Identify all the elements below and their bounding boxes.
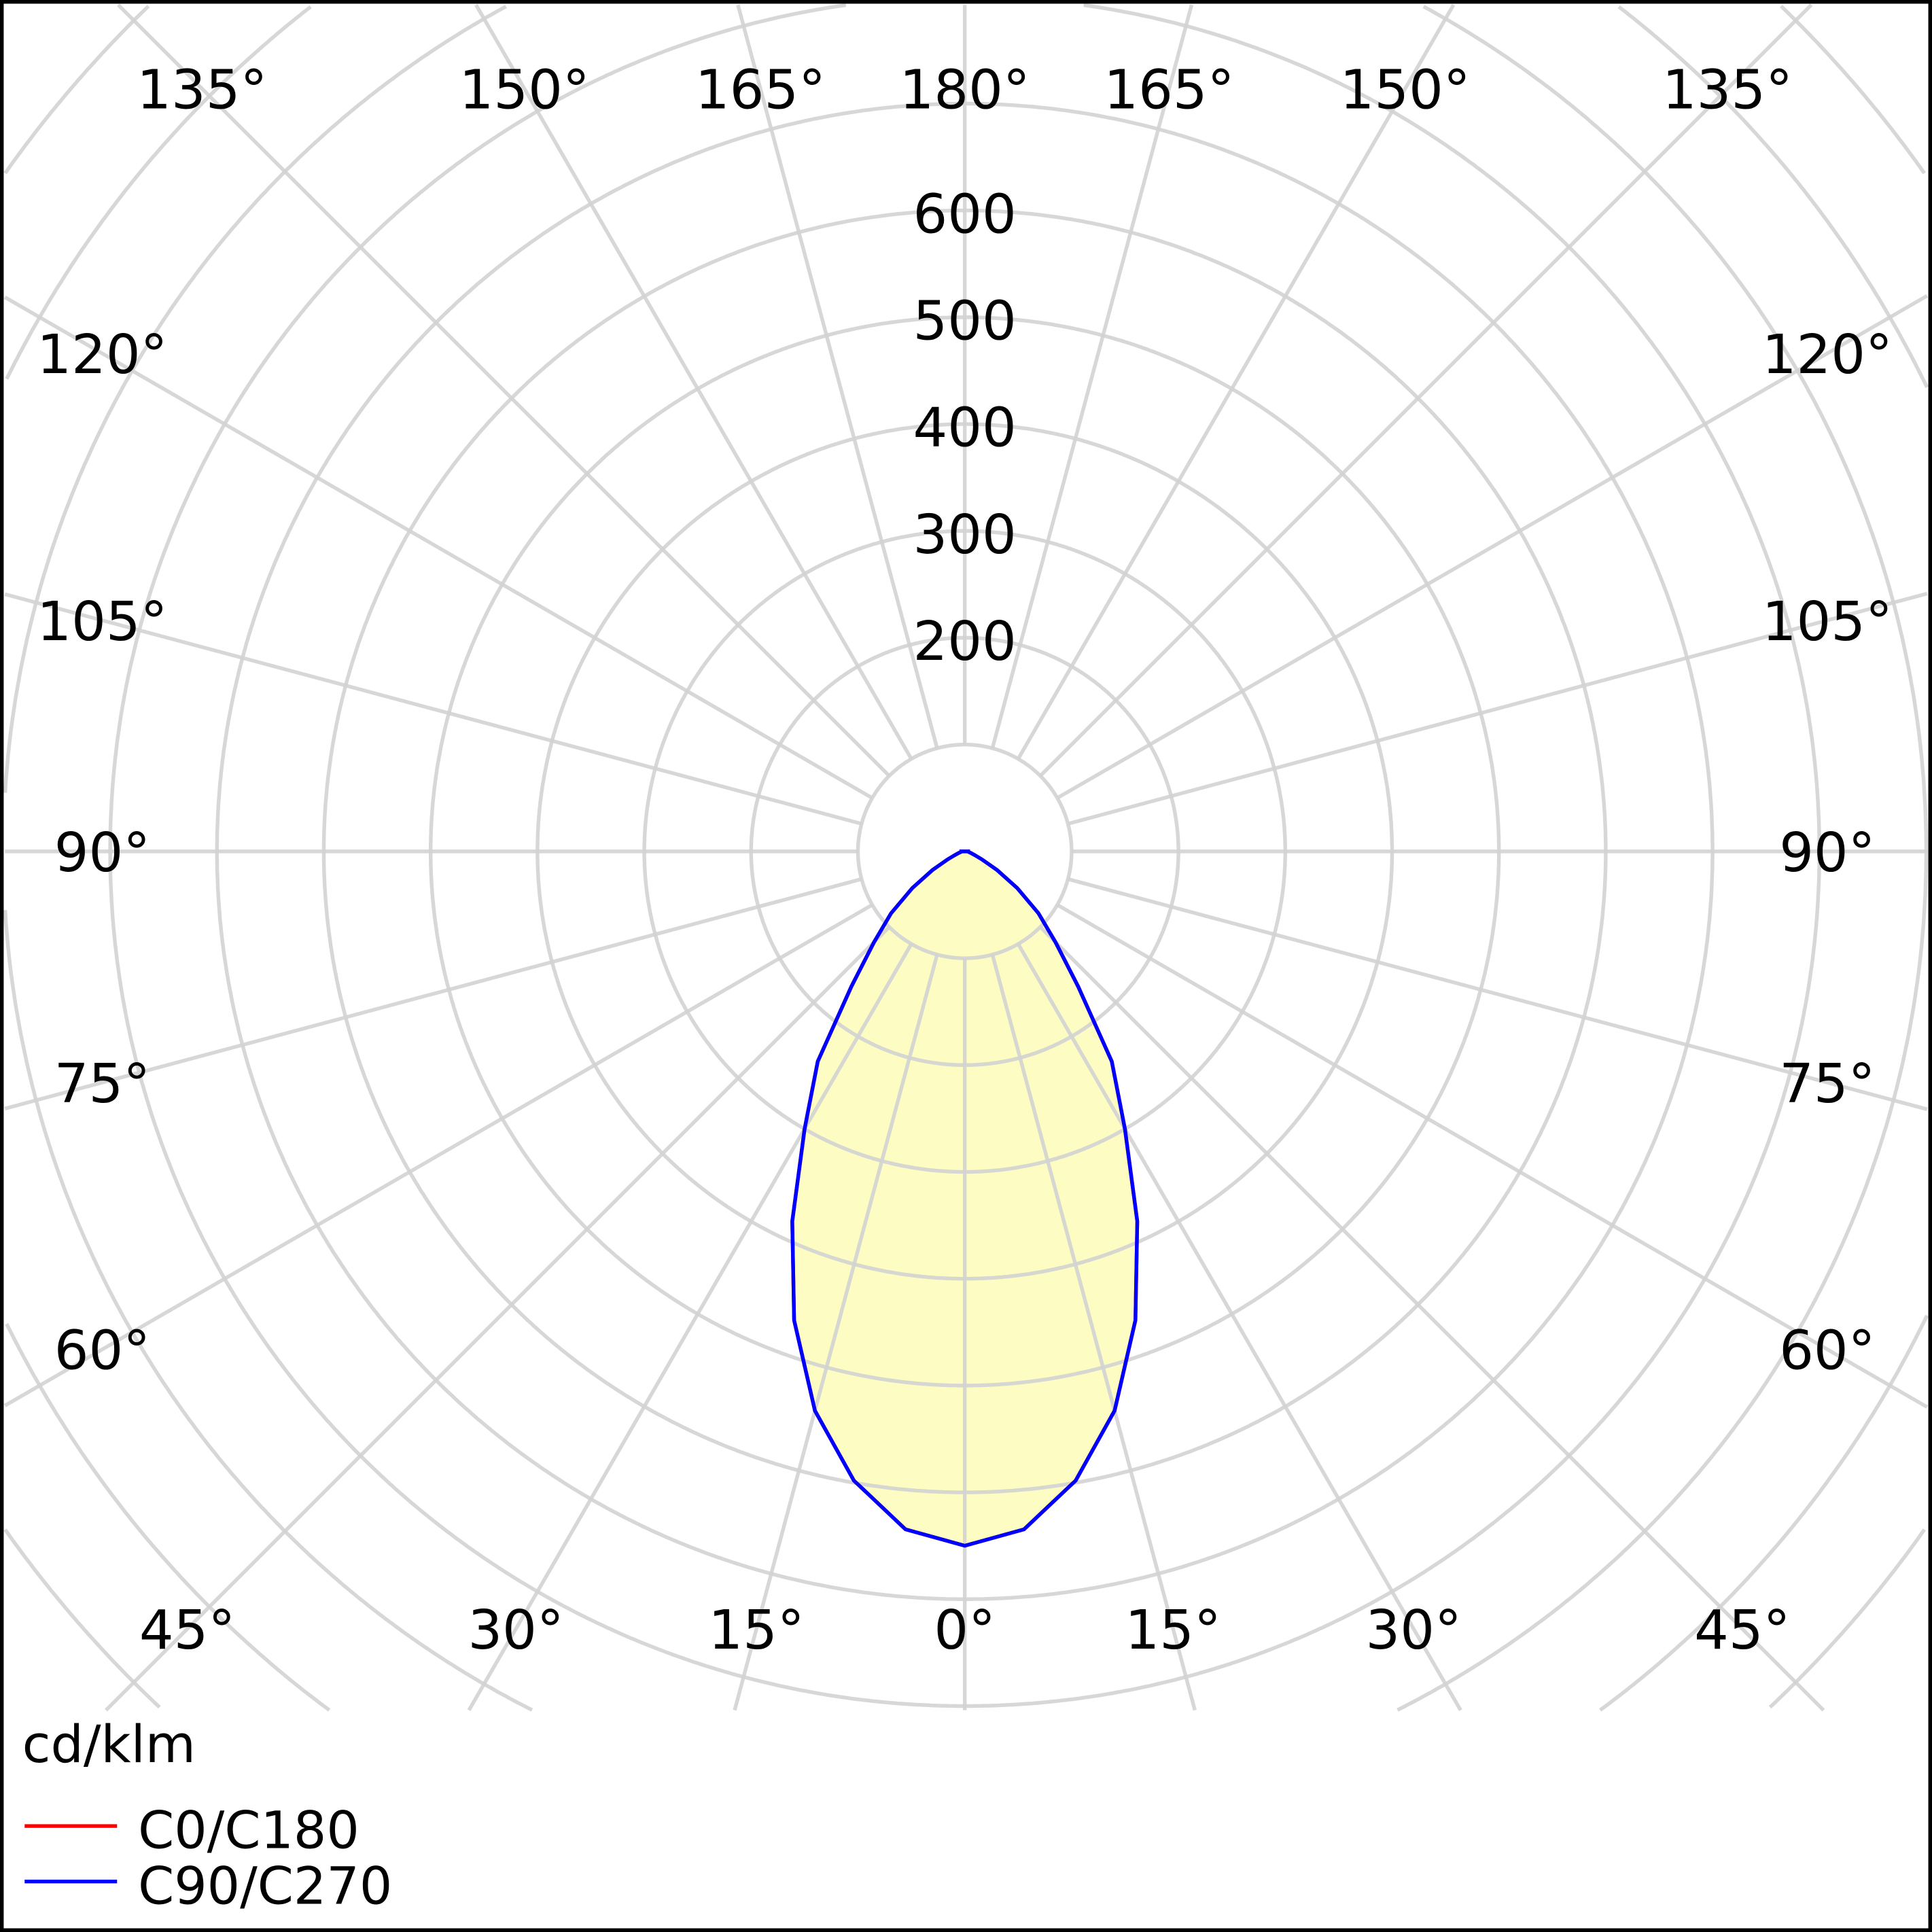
grid-spoke <box>105 926 891 1712</box>
angle-label: 0° <box>934 1598 996 1662</box>
angle-label: 30° <box>468 1598 563 1662</box>
grid-spoke <box>990 954 1197 1711</box>
grid-spoke <box>1067 591 1928 826</box>
grid-spoke <box>1016 3 1456 760</box>
radial-tick-label: 600 <box>913 182 1017 245</box>
angle-label: 120° <box>37 323 167 386</box>
legend-label-c90: C90/C270 <box>138 1855 392 1916</box>
angle-label: 135° <box>1662 58 1793 122</box>
grid-spoke <box>1056 903 1929 1409</box>
angle-label: 15° <box>708 1598 804 1662</box>
grid-spoke <box>990 4 1194 749</box>
unit-label: cd/klm <box>22 1714 196 1774</box>
angle-label: 30° <box>1366 1598 1462 1662</box>
grid-spoke <box>1016 943 1462 1711</box>
series-curve-1 <box>790 849 1140 1548</box>
angle-label: 90° <box>1779 821 1875 884</box>
angle-label: 60° <box>1779 1319 1875 1382</box>
radial-tick-label: 500 <box>913 289 1017 353</box>
angle-label: 105° <box>37 590 167 653</box>
grid-spoke <box>1038 3 1813 777</box>
angle-label: 15° <box>1125 1598 1221 1662</box>
angle-label: 150° <box>1340 58 1471 122</box>
radial-tick-label: 400 <box>913 396 1017 459</box>
grid-spoke <box>1056 294 1929 800</box>
grid-ring-800 <box>108 3 1821 1708</box>
angle-label: 120° <box>1762 323 1893 386</box>
legend-label-c0: C0/C180 <box>138 1800 359 1861</box>
grid-spoke <box>736 4 939 749</box>
angle-label: 90° <box>54 821 150 884</box>
angle-label: 45° <box>1694 1598 1790 1662</box>
radial-tick-label: 200 <box>913 610 1017 673</box>
grid-ring-1100 <box>3 5 1926 1709</box>
grid-ring-1000 <box>5 5 1929 1712</box>
grid-spoke <box>117 3 891 777</box>
legend: C0/C180 C90/C270 <box>24 1800 392 1916</box>
grid-spoke <box>3 296 873 800</box>
angle-label: 75° <box>1779 1052 1875 1115</box>
angle-label: 75° <box>54 1052 150 1115</box>
angle-label: 180° <box>900 58 1030 122</box>
angle-label: 150° <box>459 58 590 122</box>
grid-spoke <box>467 943 913 1711</box>
angle-label: 165° <box>1104 58 1234 122</box>
angle-label: 60° <box>54 1319 150 1382</box>
grid-spoke <box>1067 877 1928 1111</box>
angle-label: 105° <box>1762 590 1893 653</box>
angle-label: 135° <box>137 58 267 122</box>
grid-ring-900 <box>3 5 1929 1712</box>
grid-spoke <box>1038 926 1825 1712</box>
radial-tick-label: 300 <box>913 503 1017 566</box>
grid-spoke <box>733 954 939 1711</box>
angle-label: 165° <box>695 58 826 122</box>
angle-label: 45° <box>139 1598 235 1662</box>
grid-spoke <box>4 877 862 1110</box>
grid-spoke <box>474 3 913 760</box>
grid-spoke <box>3 903 873 1407</box>
grid-spoke <box>4 592 862 826</box>
